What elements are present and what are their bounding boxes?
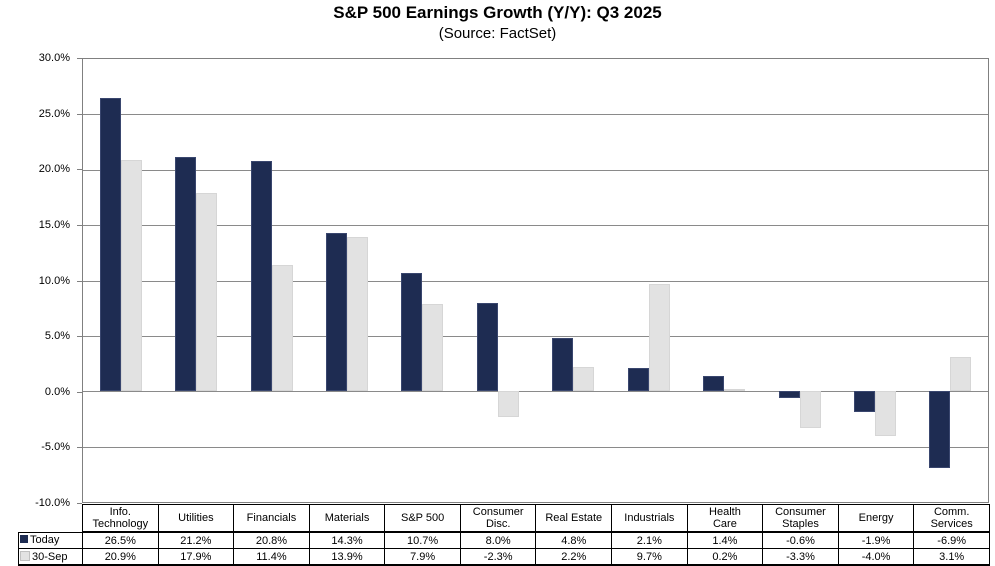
value-cell: 21.2%	[157, 531, 235, 549]
table-row: Today 26.5% 21.2% 20.8% 14.3% 10.7% 8.0% 4.8% 2.…	[18, 531, 990, 549]
category-header: Utilities	[157, 504, 235, 533]
plot-area	[82, 58, 989, 503]
y-axis-tick	[77, 281, 82, 282]
today-bar	[552, 338, 574, 392]
table-row: 30-Sep 20.9% 17.9% 11.4% 13.9% 7.9% -2.3% 2.2% 9…	[18, 548, 990, 566]
category-header: S&P 500	[384, 504, 461, 533]
value-cell: -0.6%	[762, 531, 839, 549]
value-cell: 17.9%	[157, 548, 235, 566]
value-cell: -6.9%	[913, 531, 990, 549]
prior-bar	[573, 366, 595, 392]
legend-cell-today: Today	[18, 531, 83, 549]
prior-bar	[347, 237, 368, 392]
chart-subtitle: (Source: FactSet)	[438, 25, 557, 42]
value-cell: 7.9%	[384, 548, 461, 566]
category-header: Real Estate	[535, 504, 613, 533]
value-cell: 20.9%	[82, 548, 159, 566]
category-header: Energy	[837, 504, 915, 533]
value-cell: 1.4%	[686, 531, 764, 549]
y-axis-label: 30.0%	[38, 52, 70, 64]
gridline	[83, 114, 988, 115]
prior-bar	[799, 391, 821, 428]
legend-swatch-icon	[20, 535, 28, 544]
value-cell: 0.2%	[686, 548, 764, 566]
today-bar	[778, 391, 800, 398]
today-bar	[476, 302, 498, 392]
value-cell: 20.8%	[233, 531, 310, 549]
value-cell: -3.3%	[762, 548, 839, 566]
prior-bar	[271, 265, 293, 392]
value-cell: 3.1%	[913, 548, 990, 566]
y-axis-label: -10.0%	[35, 497, 70, 509]
y-axis-tick	[77, 503, 82, 504]
gridline	[83, 391, 988, 392]
gridline	[83, 225, 988, 226]
category-header: Comm. Services	[913, 504, 990, 533]
today-bar	[99, 97, 121, 392]
legend-swatch-icon	[20, 550, 30, 561]
y-axis-tick	[77, 169, 82, 170]
y-axis-tick	[77, 114, 82, 115]
value-cell: 11.4%	[233, 548, 310, 566]
value-cell: 9.7%	[611, 548, 688, 566]
category-header: Consumer Staples	[762, 504, 839, 533]
y-axis-label: 0.0%	[44, 386, 70, 398]
y-axis-label: 25.0%	[38, 108, 70, 120]
gridline	[83, 281, 988, 282]
gridline	[83, 336, 988, 337]
y-axis-label: 5.0%	[44, 330, 70, 342]
prior-bar	[874, 391, 896, 436]
value-cell: 8.0%	[459, 531, 537, 549]
y-axis-label: -5.0%	[41, 441, 70, 453]
today-bar	[326, 232, 347, 392]
category-header: Consumer Disc.	[459, 504, 537, 533]
y-axis-tick	[77, 392, 82, 393]
prior-bar	[497, 391, 519, 417]
y-axis-tick	[77, 225, 82, 226]
today-bar	[703, 375, 724, 392]
today-bar	[853, 391, 875, 413]
value-cell: 4.8%	[535, 531, 613, 549]
legend-cell-30-sep: 30-Sep	[18, 548, 83, 566]
category-header: Materials	[308, 504, 386, 533]
value-cell: 26.5%	[82, 531, 159, 549]
value-cell: 10.7%	[384, 531, 461, 549]
y-axis-tick	[77, 447, 82, 448]
category-header: Health Care	[686, 504, 764, 533]
category-header: Financials	[233, 504, 310, 533]
value-cell: -2.3%	[459, 548, 537, 566]
category-header: Info. Technology	[82, 504, 159, 533]
prior-bar	[196, 193, 218, 392]
category-header: Industrials	[611, 504, 688, 533]
value-cell: -1.9%	[837, 531, 915, 549]
y-axis-tick	[77, 336, 82, 337]
y-axis-label: 10.0%	[38, 275, 70, 287]
y-axis-label: 15.0%	[38, 219, 70, 231]
data-table: Info. Technology Utilities Financials Mater…	[18, 504, 990, 566]
y-axis-tick	[77, 58, 82, 59]
gridline	[83, 170, 988, 171]
prior-bar	[724, 389, 745, 392]
today-bar	[250, 160, 272, 392]
value-cell: 2.2%	[535, 548, 613, 566]
today-bar	[627, 368, 649, 392]
prior-bar	[648, 283, 670, 392]
today-bar	[401, 272, 423, 392]
today-bar	[929, 391, 951, 468]
today-bar	[175, 156, 197, 392]
prior-bar	[422, 303, 444, 392]
prior-bar	[120, 159, 142, 392]
prior-bar	[950, 356, 972, 392]
value-cell: -4.0%	[837, 548, 915, 566]
value-cell: 2.1%	[611, 531, 688, 549]
table-corner-cell	[19, 505, 83, 533]
y-axis-label: 20.0%	[38, 163, 70, 175]
value-cell: 14.3%	[308, 531, 386, 549]
gridline	[83, 447, 988, 448]
value-cell: 13.9%	[308, 548, 386, 566]
chart-title: S&P 500 Earnings Growth (Y/Y): Q3 2025	[333, 3, 662, 22]
